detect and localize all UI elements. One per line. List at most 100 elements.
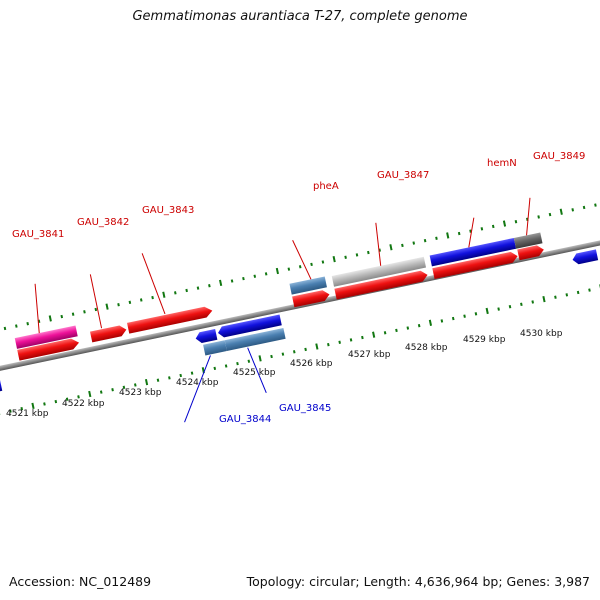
minor-tick xyxy=(497,307,500,311)
reverse-gene-label: GAU_3845 xyxy=(279,403,331,414)
minor-tick xyxy=(3,326,7,331)
kbp-axis-labels: 4521 kbp 4522 kbp 4523 kbp 4524 kbp 4525 kbp… xyxy=(6,329,563,419)
minor-tick xyxy=(463,314,466,318)
minor-tick xyxy=(168,376,171,380)
minor-tick xyxy=(77,395,80,399)
minor-tick xyxy=(281,352,285,356)
major-tick xyxy=(559,208,563,215)
kbp-label: 4528 kbp xyxy=(405,343,448,353)
minor-tick xyxy=(594,203,597,207)
minor-tick xyxy=(134,383,137,387)
minor-tick xyxy=(230,279,234,283)
minor-tick xyxy=(548,212,552,217)
major-tick xyxy=(502,220,507,227)
minor-tick xyxy=(20,407,24,411)
cds-gau-3847 xyxy=(334,270,428,300)
kbp-label: 4523 kbp xyxy=(119,388,162,398)
minor-tick xyxy=(83,310,86,314)
minor-tick xyxy=(26,322,29,326)
major-tick xyxy=(144,378,149,386)
minor-tick xyxy=(582,205,586,210)
minor-tick xyxy=(94,307,98,312)
major-tick xyxy=(542,295,546,303)
minor-tick xyxy=(196,286,200,290)
minor-tick xyxy=(588,288,591,292)
gene-gau-3845-arrow xyxy=(218,314,282,338)
gene-gau-3844-block xyxy=(203,340,227,356)
major-tick xyxy=(105,303,109,310)
forward-gene-label: GAU_3842 xyxy=(77,217,129,228)
major-tick xyxy=(428,319,433,326)
minor-tick xyxy=(298,265,302,269)
minor-tick xyxy=(43,402,46,406)
minor-tick xyxy=(185,288,188,293)
kbp-label: 4522 kbp xyxy=(62,399,105,409)
major-tick xyxy=(446,232,450,239)
major-tick xyxy=(315,343,319,350)
kbp-label: 4525 kbp xyxy=(233,368,276,378)
gene-gau-3849 xyxy=(513,232,543,249)
minor-tick xyxy=(491,224,495,229)
forward-gene-label: pheA xyxy=(313,181,339,192)
minor-tick xyxy=(576,290,580,295)
major-tick xyxy=(275,267,279,275)
major-tick xyxy=(162,291,166,298)
minor-tick xyxy=(117,303,120,307)
minor-tick xyxy=(321,260,325,264)
minor-tick xyxy=(151,295,154,300)
major-tick xyxy=(48,315,52,322)
minor-tick xyxy=(156,378,160,382)
major-tick xyxy=(88,390,92,398)
minor-tick xyxy=(264,272,268,276)
gene-edge-right xyxy=(572,249,599,265)
gene-gau-3841 xyxy=(14,325,78,349)
cds-gau-3841 xyxy=(17,338,80,361)
major-tick xyxy=(219,279,223,287)
kbp-label: 4526 kbp xyxy=(290,359,333,369)
major-tick xyxy=(31,402,35,409)
cds-phea xyxy=(292,290,330,308)
reverse-tick-track xyxy=(0,284,600,416)
minor-tick xyxy=(236,361,239,366)
minor-tick xyxy=(179,373,183,378)
gene-edge-left xyxy=(0,380,3,395)
kbp-label: 4530 kbp xyxy=(520,329,563,339)
minor-tick xyxy=(327,342,330,347)
minor-tick xyxy=(355,253,359,257)
gene-gau-3845-block xyxy=(224,327,286,352)
forward-gene-label: hemN xyxy=(487,158,517,169)
minor-tick xyxy=(537,215,540,219)
minor-tick xyxy=(435,236,438,240)
minor-tick xyxy=(520,302,523,306)
minor-tick xyxy=(565,293,569,297)
reverse-gene-label: GAU_3844 xyxy=(219,414,271,425)
cds-hemn xyxy=(432,251,518,280)
major-tick xyxy=(332,256,336,263)
major-tick xyxy=(258,355,262,362)
minor-tick xyxy=(531,300,535,304)
gene-phea xyxy=(289,276,327,295)
minor-tick xyxy=(60,314,64,319)
minor-tick xyxy=(242,276,245,281)
minor-tick xyxy=(54,399,58,404)
cds-gau-3843 xyxy=(127,306,213,334)
minor-tick xyxy=(367,250,370,255)
forward-leader-lines xyxy=(34,197,531,334)
minor-tick xyxy=(304,347,307,352)
kbp-label: 4521 kbp xyxy=(6,409,49,419)
kbp-label: 4524 kbp xyxy=(176,378,219,388)
accession-text: Accession: NC_012489 xyxy=(9,574,152,589)
minor-tick xyxy=(457,231,461,236)
topology-text: Topology: circular; Length: 4,636,964 bp… xyxy=(246,574,590,589)
minor-tick xyxy=(401,243,404,248)
minor-tick xyxy=(213,366,217,371)
minor-tick xyxy=(224,364,228,368)
kbp-label: 4527 kbp xyxy=(348,350,391,360)
gene-labels: GAU_3841 GAU_3842 GAU_3843 pheA GAU_3847 hemN… xyxy=(12,151,585,425)
gene-gau-3847 xyxy=(331,256,427,287)
minor-tick xyxy=(417,324,421,328)
minor-tick xyxy=(190,371,194,375)
minor-tick xyxy=(395,328,398,333)
gene-gau-3844-arrow xyxy=(195,328,218,344)
